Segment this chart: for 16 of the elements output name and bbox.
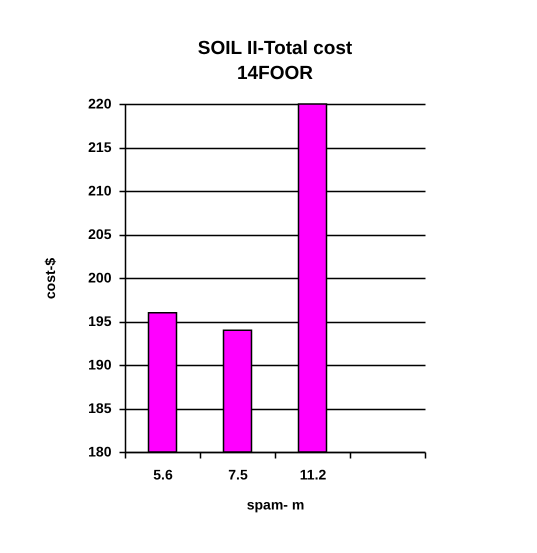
- x-axis-title: spam- m: [246, 496, 304, 512]
- y-tick-label: 195: [88, 313, 112, 329]
- y-tick-label: 190: [88, 356, 112, 372]
- chart-title: SOIL II-Total cost: [198, 38, 353, 59]
- y-tick-label: 215: [88, 139, 112, 155]
- y-axis-title: cost-$: [42, 258, 58, 300]
- y-tick-label: 210: [88, 182, 112, 198]
- y-tick-label: 185: [88, 400, 112, 416]
- x-tick-label: 5.6: [153, 466, 173, 482]
- y-tick-label: 205: [88, 226, 112, 242]
- chart-subtitle: 14FOOR: [236, 63, 314, 84]
- y-tick-label: 200: [88, 270, 112, 286]
- x-tick-label: 11.2: [300, 466, 326, 482]
- y-tick-label: 180: [88, 444, 112, 460]
- x-tick-label: 7.5: [228, 466, 248, 482]
- y-tick-label: 220: [88, 96, 112, 112]
